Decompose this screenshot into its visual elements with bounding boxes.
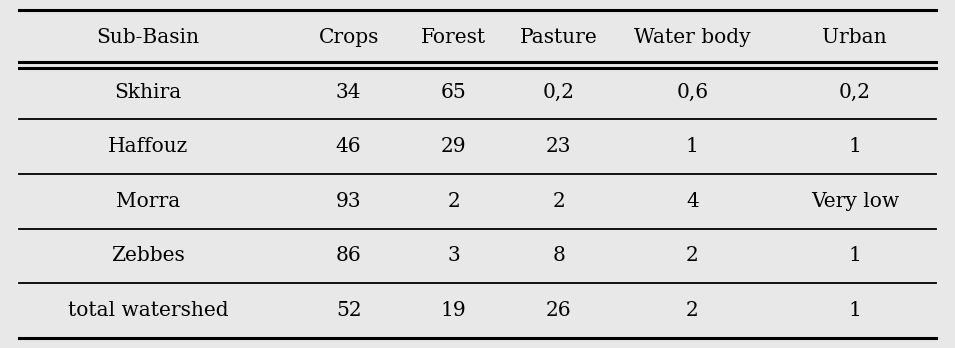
Text: Crops: Crops bbox=[318, 28, 379, 47]
Text: 19: 19 bbox=[441, 301, 466, 320]
Text: 4: 4 bbox=[686, 192, 699, 211]
Text: Skhira: Skhira bbox=[115, 83, 181, 102]
Text: 26: 26 bbox=[546, 301, 571, 320]
Text: 2: 2 bbox=[447, 192, 460, 211]
Text: 29: 29 bbox=[441, 137, 466, 156]
Text: Urban: Urban bbox=[822, 28, 887, 47]
Text: 23: 23 bbox=[546, 137, 571, 156]
Text: Forest: Forest bbox=[421, 28, 486, 47]
Text: 34: 34 bbox=[336, 83, 361, 102]
Text: Water body: Water body bbox=[634, 28, 751, 47]
Text: Morra: Morra bbox=[116, 192, 180, 211]
Text: 1: 1 bbox=[848, 301, 861, 320]
Text: 1: 1 bbox=[686, 137, 699, 156]
Text: 52: 52 bbox=[336, 301, 361, 320]
Text: 3: 3 bbox=[447, 246, 460, 265]
Text: 65: 65 bbox=[441, 83, 466, 102]
Text: Sub-Basin: Sub-Basin bbox=[96, 28, 200, 47]
Text: 0,2: 0,2 bbox=[542, 83, 575, 102]
Text: Haffouz: Haffouz bbox=[108, 137, 188, 156]
Text: 46: 46 bbox=[336, 137, 361, 156]
Text: Very low: Very low bbox=[811, 192, 899, 211]
Text: 1: 1 bbox=[848, 246, 861, 265]
Text: 2: 2 bbox=[686, 246, 699, 265]
Text: total watershed: total watershed bbox=[68, 301, 228, 320]
Text: 1: 1 bbox=[848, 137, 861, 156]
Text: 86: 86 bbox=[336, 246, 361, 265]
Text: 2: 2 bbox=[552, 192, 565, 211]
Text: 93: 93 bbox=[336, 192, 361, 211]
Text: Pasture: Pasture bbox=[520, 28, 598, 47]
Text: 2: 2 bbox=[686, 301, 699, 320]
Text: Zebbes: Zebbes bbox=[111, 246, 185, 265]
Text: 8: 8 bbox=[552, 246, 565, 265]
Text: 0,2: 0,2 bbox=[838, 83, 871, 102]
Text: 0,6: 0,6 bbox=[676, 83, 709, 102]
